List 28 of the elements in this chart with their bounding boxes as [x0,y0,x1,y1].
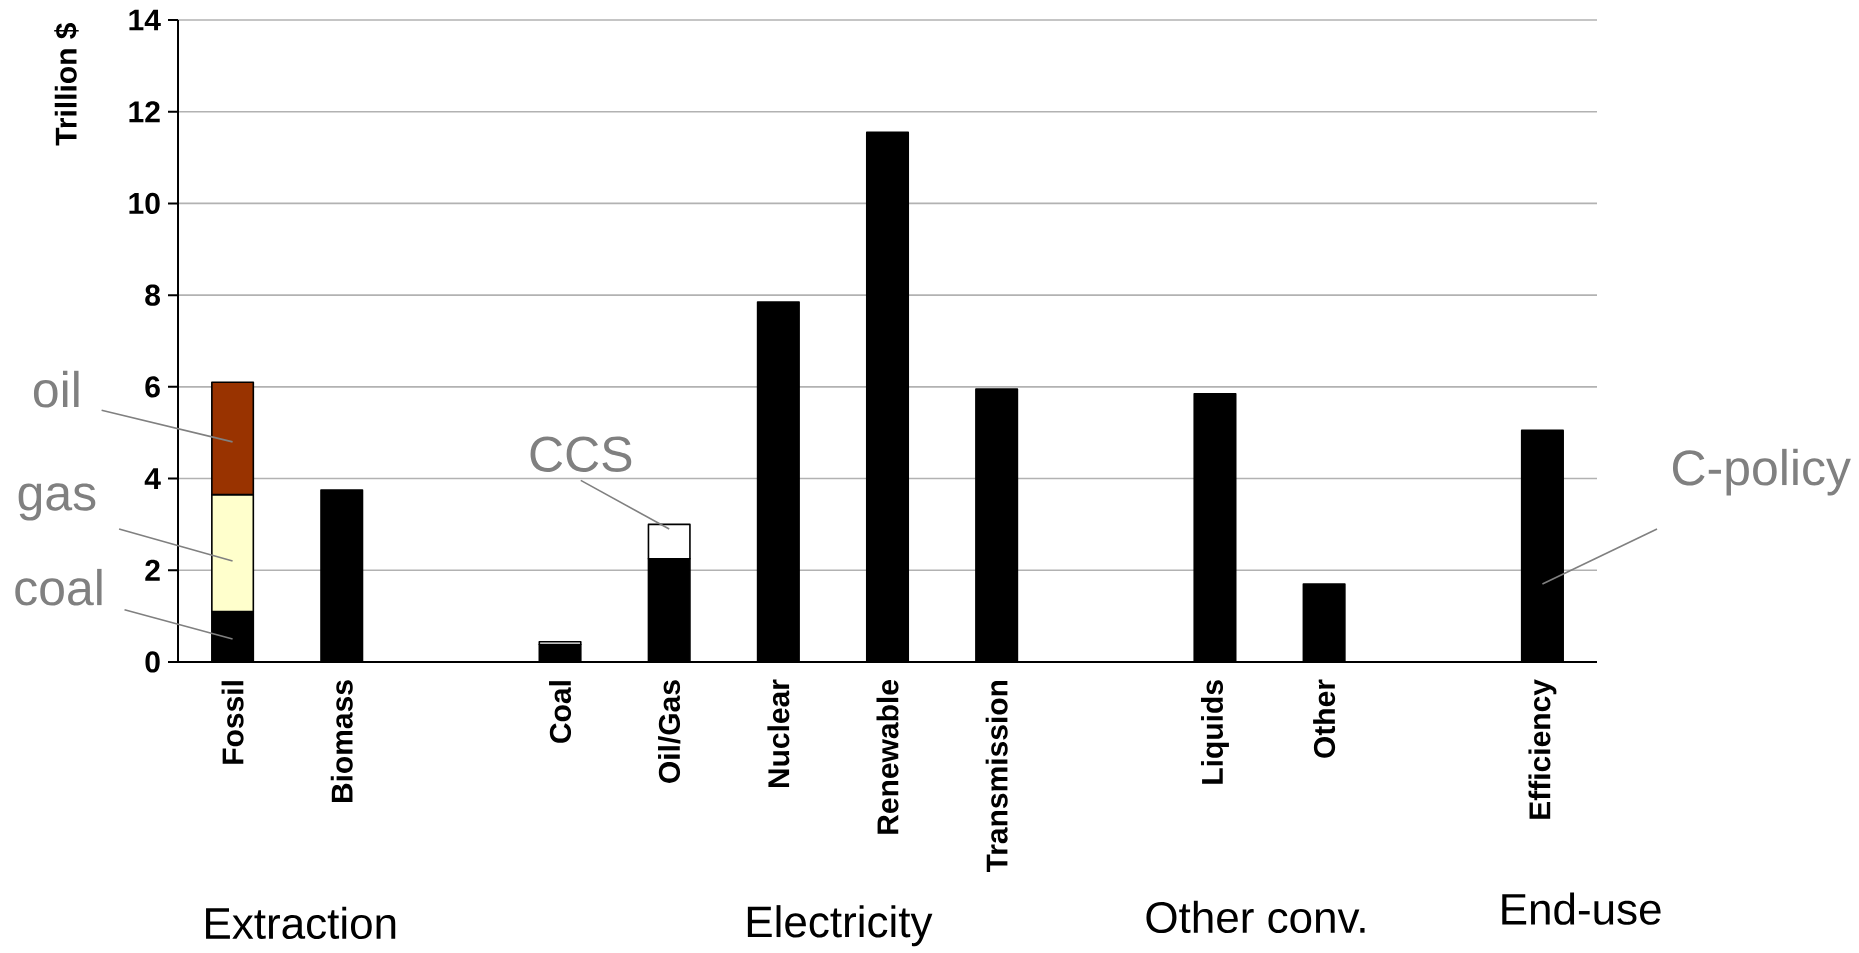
y-tick-label: 10 [129,192,160,215]
x-tick-label: Nuclear [767,679,790,788]
text: C-policy [1672,448,1851,496]
y-tick-label: 6 [145,376,160,398]
text: End-use [1502,892,1661,925]
y-tick-label: 8 [145,284,160,306]
y-tick-label: 0 [145,651,160,673]
x-tick-label: Fossil [221,681,244,764]
annotation: CCS [530,436,632,472]
x-tick-label: Transmission [985,680,1008,873]
x-tick-label: Oil/Gas [658,680,681,783]
x-tick-label: Renewable [876,680,899,834]
y-tick-label: 2 [145,559,160,581]
y-tick-label: 14 [129,9,161,31]
text: coal [15,568,102,606]
y-tick-label: 4 [144,468,161,489]
text: Electricity [747,905,933,947]
text: oil [33,370,79,408]
x-tick-label: Liquids [1200,680,1229,784]
text: Extraction [206,906,396,940]
x-tick-label: Other [1313,679,1336,758]
y-axis-title: Trillion $ [54,22,79,146]
text: Other conv. [1146,900,1365,934]
y-tick-label: 12 [129,101,160,123]
text: gas [18,483,96,521]
x-tick-label: Efficiency [1528,679,1557,819]
x-tick-label: Coal [549,681,572,743]
x-tick-label: Biomass [330,680,353,803]
